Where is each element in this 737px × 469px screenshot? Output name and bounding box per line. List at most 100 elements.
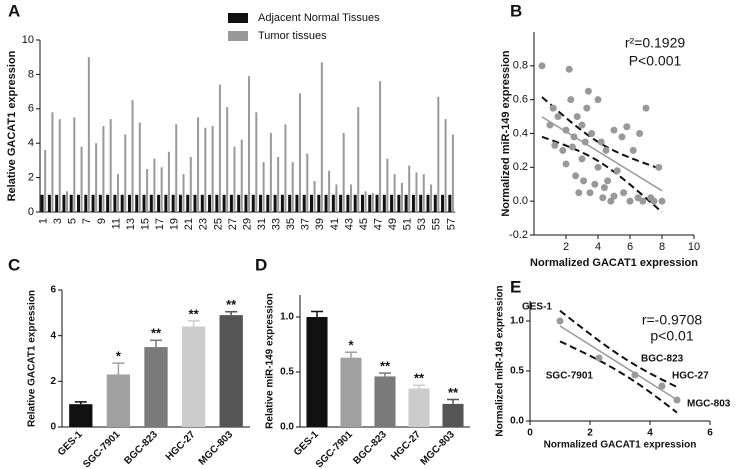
bar [302,194,306,212]
bar [349,184,352,212]
y-tick-label: 2 [28,172,34,184]
x-tick-label: 13 [125,218,137,230]
legend-swatch [228,31,248,41]
bar [55,194,59,212]
point [650,197,658,205]
y-tick-label: 1.0 [280,312,294,323]
x-tick-label: 15 [139,218,151,230]
bar [91,194,95,212]
bar [160,167,163,212]
point [602,146,610,154]
point-label: SGC-7901 [546,371,594,382]
confidence-band [541,96,663,171]
bar [113,194,117,212]
bar [393,174,396,212]
bar [244,194,248,212]
bar [317,194,321,212]
point [594,163,602,171]
y-axis-title: Normalized miR-149 expression [500,50,512,217]
y-tick-label: 10 [22,34,34,46]
x-tick-label: 6 [627,241,633,253]
bar [131,100,134,212]
point [600,184,608,192]
point [567,96,575,104]
point [658,382,666,390]
point [575,189,583,197]
bar [116,174,119,212]
point [583,104,591,112]
panel-label: D [255,255,267,274]
bar [430,184,433,212]
significance: ** [189,306,200,321]
bar [248,76,251,213]
x-tick-label: MGC-803 [197,429,236,468]
bar [390,194,394,212]
y-tick-label: 4 [50,330,56,341]
y-tick-label: 0.5 [510,366,524,377]
bar [69,194,73,212]
panel-label: C [8,255,20,274]
bar [426,194,430,212]
bar [400,182,403,212]
x-tick-label: 10 [688,241,700,253]
y-tick-label: 4 [28,137,34,149]
fit-line [559,325,678,401]
bar [298,93,301,212]
bar [237,194,241,212]
bar [106,194,110,212]
x-tick-label: 5 [67,218,79,224]
bar [324,194,328,212]
error-bar [345,351,357,358]
bar [229,194,233,212]
point [623,123,631,131]
bar [51,112,54,212]
bar [157,194,161,212]
point-label: BGC-823 [641,354,684,365]
point [562,126,570,134]
x-tick-label: 43 [343,218,355,230]
point [565,65,573,73]
bar [382,194,386,212]
y-axis-title: Relative GACAT1 expression [6,50,18,201]
point [626,197,634,205]
x-tick-label: 3 [52,218,64,224]
bar [346,194,350,212]
bar [87,57,90,213]
y-tick-label: 0.4 [513,127,528,139]
x-tick-label: GES-1 [56,429,85,458]
x-tick-label: 47 [372,218,384,230]
bar [164,194,168,212]
bar [444,119,447,212]
x-tick-label: 37 [300,218,312,230]
bar [182,174,185,212]
point [636,130,644,137]
x-tick-label: SGC-7901 [81,429,122,469]
bar [181,326,206,427]
bar [339,194,343,212]
x-tick-label: 0 [527,428,533,439]
significance: ** [380,359,391,374]
point [631,371,639,379]
bar [408,388,430,427]
error-bar [413,384,425,389]
bar [219,315,243,427]
x-tick-label: BGC-823 [351,429,389,467]
x-tick-label: GES-1 [292,429,321,458]
point [673,396,681,404]
x-tick-label: 4 [647,428,653,439]
point [588,130,596,137]
y-tick-label: 0.5 [280,367,294,378]
legend-label: Adjacent Normal Tissues [258,12,380,24]
y-tick-label: 8 [28,68,34,80]
bar [313,181,316,212]
bar [215,194,219,212]
x-tick-label: 39 [314,218,326,230]
x-tick-label: 51 [402,218,414,230]
bar [368,194,372,212]
bar [277,156,280,212]
bar [98,194,102,212]
bar [135,194,139,212]
bar [309,194,313,212]
bar [144,347,168,427]
bar [226,107,229,212]
